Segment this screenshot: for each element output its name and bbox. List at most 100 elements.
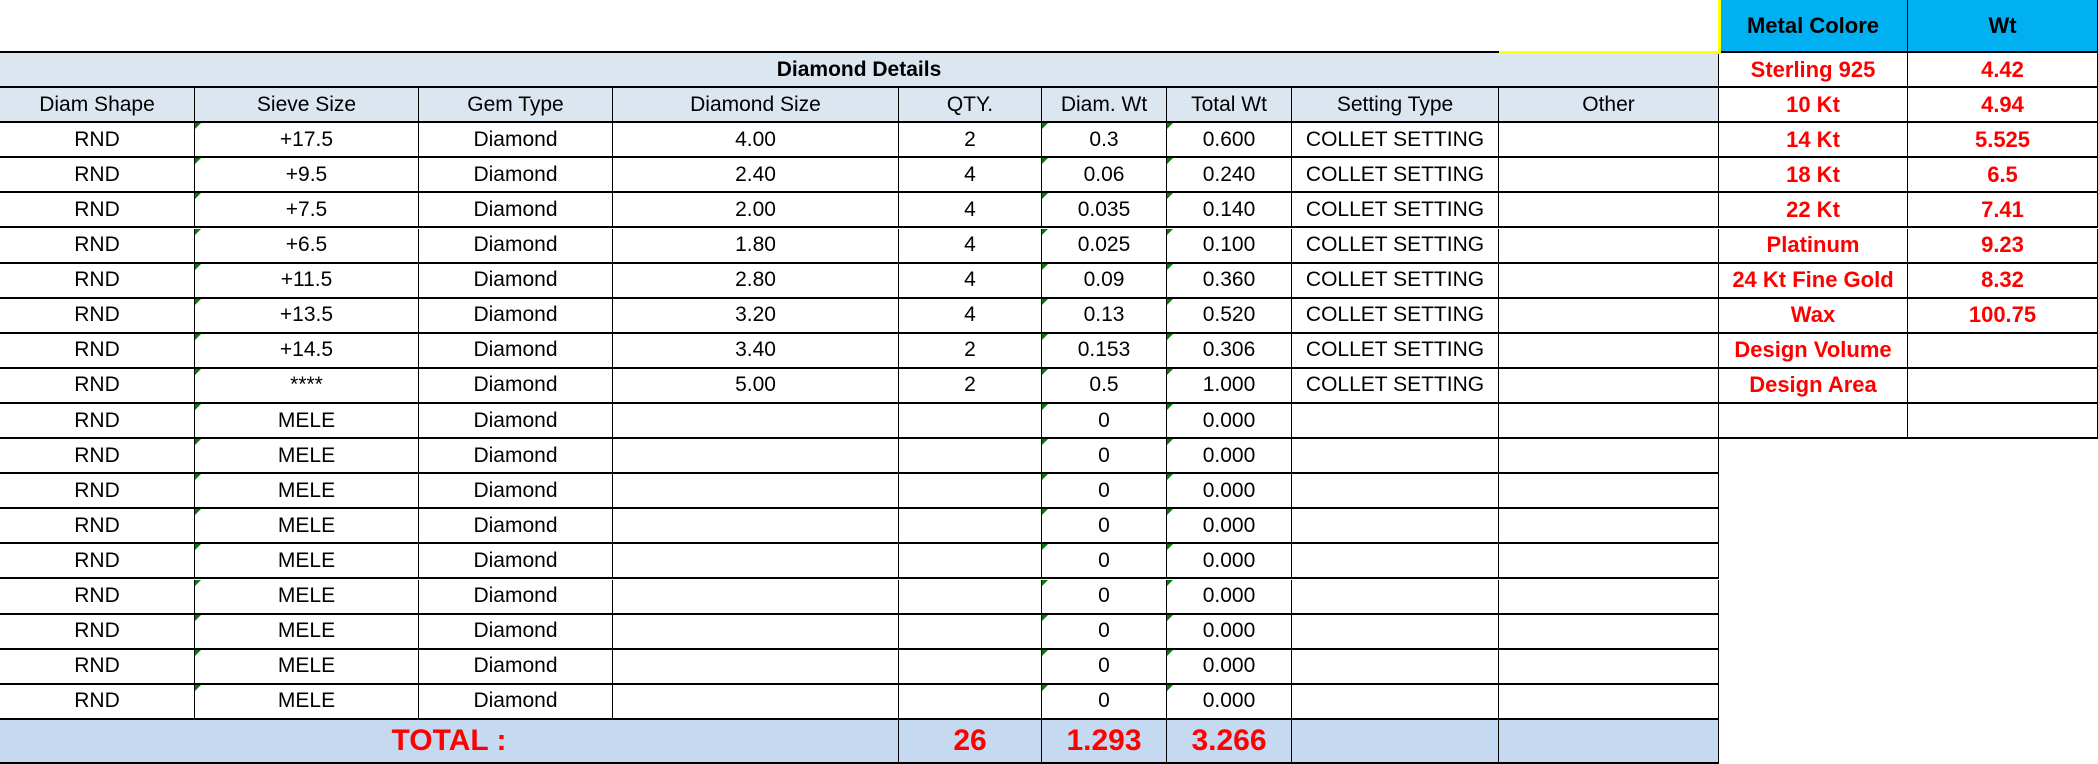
column-header[interactable]: Sieve Size: [195, 88, 419, 124]
table-cell[interactable]: 2.00: [613, 193, 899, 229]
table-cell[interactable]: RND: [0, 123, 195, 159]
table-cell[interactable]: 2: [899, 333, 1042, 369]
table-cell[interactable]: [613, 474, 899, 510]
table-cell[interactable]: Diamond: [419, 368, 613, 404]
table-cell[interactable]: [613, 439, 899, 475]
table-cell[interactable]: 0.306: [1167, 333, 1292, 369]
table-cell[interactable]: [1499, 404, 1719, 440]
total-wt[interactable]: 3.266: [1167, 719, 1292, 764]
metal-cell[interactable]: 9.23: [1908, 228, 2098, 264]
table-cell[interactable]: RND: [0, 579, 195, 615]
table-cell[interactable]: RND: [0, 509, 195, 545]
table-cell[interactable]: [1292, 649, 1499, 685]
table-cell[interactable]: [1499, 544, 1719, 580]
table-cell[interactable]: [1292, 509, 1499, 545]
table-cell[interactable]: COLLET SETTING: [1292, 298, 1499, 334]
table-cell[interactable]: [899, 439, 1042, 475]
table-cell[interactable]: [1292, 684, 1499, 720]
table-cell[interactable]: Diamond: [419, 509, 613, 545]
table-cell[interactable]: +11.5: [195, 263, 419, 299]
table-cell[interactable]: RND: [0, 439, 195, 475]
table-cell[interactable]: +13.5: [195, 298, 419, 334]
table-cell[interactable]: [1499, 439, 1719, 475]
table-cell[interactable]: [1499, 509, 1719, 545]
table-cell[interactable]: [899, 614, 1042, 650]
table-cell[interactable]: +17.5: [195, 123, 419, 159]
table-cell[interactable]: Diamond: [419, 333, 613, 369]
table-cell[interactable]: MELE: [195, 544, 419, 580]
metal-cell[interactable]: [1908, 333, 2098, 369]
table-cell[interactable]: [1292, 579, 1499, 615]
table-cell[interactable]: 2: [899, 123, 1042, 159]
metal-cell[interactable]: Design Area: [1719, 368, 1908, 404]
column-header[interactable]: QTY.: [899, 88, 1042, 124]
table-cell[interactable]: 0: [1042, 544, 1167, 580]
table-cell[interactable]: 4.00: [613, 123, 899, 159]
table-cell[interactable]: Diamond: [419, 298, 613, 334]
metal-cell[interactable]: 7.41: [1908, 193, 2098, 229]
table-cell[interactable]: 0.000: [1167, 579, 1292, 615]
table-cell[interactable]: 4: [899, 158, 1042, 194]
table-cell[interactable]: Diamond: [419, 579, 613, 615]
column-header[interactable]: Other: [1499, 88, 1719, 124]
table-cell[interactable]: 0: [1042, 649, 1167, 685]
metal-cell[interactable]: 18 Kt: [1719, 158, 1908, 194]
table-cell[interactable]: Diamond: [419, 404, 613, 440]
metal-cell[interactable]: Wax: [1719, 298, 1908, 334]
table-cell[interactable]: COLLET SETTING: [1292, 333, 1499, 369]
metal-cell[interactable]: Platinum: [1719, 228, 1908, 264]
column-header[interactable]: Diamond Size: [613, 88, 899, 124]
table-cell[interactable]: [1292, 439, 1499, 475]
table-cell[interactable]: 2.40: [613, 158, 899, 194]
table-cell[interactable]: 1.000: [1167, 368, 1292, 404]
table-cell[interactable]: [899, 474, 1042, 510]
metal-cell[interactable]: 10 Kt: [1719, 88, 1908, 124]
total-cell[interactable]: [1292, 719, 1499, 764]
metal-cell[interactable]: 4.94: [1908, 88, 2098, 124]
metal-cell[interactable]: Design Volume: [1719, 333, 1908, 369]
table-cell[interactable]: Diamond: [419, 544, 613, 580]
table-cell[interactable]: 0.13: [1042, 298, 1167, 334]
table-cell[interactable]: 0.035: [1042, 193, 1167, 229]
table-cell[interactable]: 0.600: [1167, 123, 1292, 159]
table-cell[interactable]: [1499, 123, 1719, 159]
table-cell[interactable]: [899, 544, 1042, 580]
table-cell[interactable]: MELE: [195, 579, 419, 615]
table-cell[interactable]: 0.06: [1042, 158, 1167, 194]
table-cell[interactable]: RND: [0, 193, 195, 229]
table-cell[interactable]: [1499, 474, 1719, 510]
table-cell[interactable]: [899, 684, 1042, 720]
table-cell[interactable]: 0.000: [1167, 509, 1292, 545]
table-cell[interactable]: [613, 649, 899, 685]
metal-cell[interactable]: [1719, 404, 1908, 440]
table-cell[interactable]: 0.000: [1167, 649, 1292, 685]
table-cell[interactable]: [613, 684, 899, 720]
table-cell[interactable]: RND: [0, 333, 195, 369]
table-cell[interactable]: Diamond: [419, 123, 613, 159]
table-cell[interactable]: 0.240: [1167, 158, 1292, 194]
table-cell[interactable]: RND: [0, 298, 195, 334]
column-header[interactable]: Diam Shape: [0, 88, 195, 124]
table-cell[interactable]: Diamond: [419, 158, 613, 194]
metal-cell[interactable]: Sterling 925: [1719, 53, 1908, 89]
metal-cell[interactable]: [1908, 368, 2098, 404]
table-cell[interactable]: [613, 544, 899, 580]
table-cell[interactable]: 0: [1042, 404, 1167, 440]
metal-header[interactable]: Metal Colore: [1719, 0, 1908, 53]
table-cell[interactable]: [1292, 614, 1499, 650]
table-cell[interactable]: [1292, 404, 1499, 440]
table-cell[interactable]: MELE: [195, 649, 419, 685]
table-cell[interactable]: [613, 509, 899, 545]
table-cell[interactable]: 0: [1042, 579, 1167, 615]
table-cell[interactable]: [1499, 614, 1719, 650]
metal-header[interactable]: Wt: [1908, 0, 2098, 53]
table-cell[interactable]: [1499, 579, 1719, 615]
table-cell[interactable]: [1499, 368, 1719, 404]
table-cell[interactable]: Diamond: [419, 474, 613, 510]
table-cell[interactable]: 0: [1042, 614, 1167, 650]
table-cell[interactable]: +6.5: [195, 228, 419, 264]
table-cell[interactable]: +14.5: [195, 333, 419, 369]
table-cell[interactable]: 0.025: [1042, 228, 1167, 264]
table-cell[interactable]: 0.140: [1167, 193, 1292, 229]
table-cell[interactable]: RND: [0, 228, 195, 264]
